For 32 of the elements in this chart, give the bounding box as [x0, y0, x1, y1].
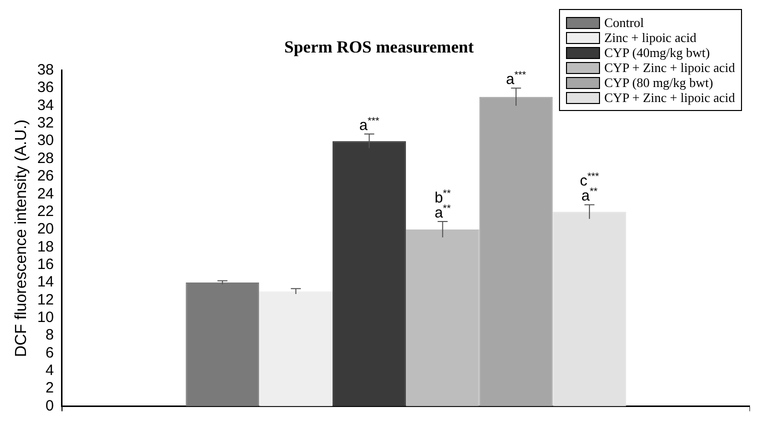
- data-label: a***: [506, 70, 526, 88]
- y-tick-label: 0: [46, 397, 54, 414]
- y-tick-label: 10: [37, 308, 54, 326]
- y-tick-label: 4: [46, 362, 54, 379]
- legend-label: CYP (80 mg/kg bwt): [604, 75, 714, 90]
- y-tick-label: 38: [37, 62, 54, 79]
- y-tick-label: 22: [37, 202, 54, 220]
- legend-label: CYP + Zinc + lipoic acid: [604, 60, 735, 75]
- legend-label: Zinc + lipoic acid: [604, 30, 696, 45]
- y-tick-label: 18: [37, 238, 54, 256]
- y-axis-title: DCF fluorescence intensity (A.U.): [13, 120, 30, 358]
- legend-label: Control: [604, 15, 644, 30]
- y-tick-label: 36: [37, 79, 54, 96]
- y-tick-label: 2: [46, 380, 54, 397]
- y-tick-label: 28: [37, 150, 54, 167]
- y-tick-label: 8: [46, 326, 54, 344]
- y-tick-label: 34: [37, 96, 54, 114]
- y-tick-label: 26: [37, 168, 54, 185]
- y-tick-label: 14: [37, 274, 54, 291]
- legend-label: CYP + Zinc + lipoic acid: [604, 90, 735, 105]
- data-label: c*** a**: [580, 172, 600, 205]
- y-tick-label: 16: [37, 256, 54, 273]
- data-label: a***: [359, 116, 380, 134]
- y-tick-label: 30: [37, 132, 54, 150]
- y-tick-label: 24: [37, 185, 54, 202]
- y-tick-label: 12: [37, 291, 54, 308]
- y-tick-label: 32: [37, 114, 54, 132]
- legend-label: CYP (40mg/kg bwt): [604, 45, 710, 60]
- y-tick-label: 20: [37, 220, 54, 238]
- y-tick-label: 6: [46, 344, 54, 362]
- chart-title: Sperm ROS measurement: [284, 38, 474, 57]
- data-label: b** a**: [434, 188, 451, 222]
